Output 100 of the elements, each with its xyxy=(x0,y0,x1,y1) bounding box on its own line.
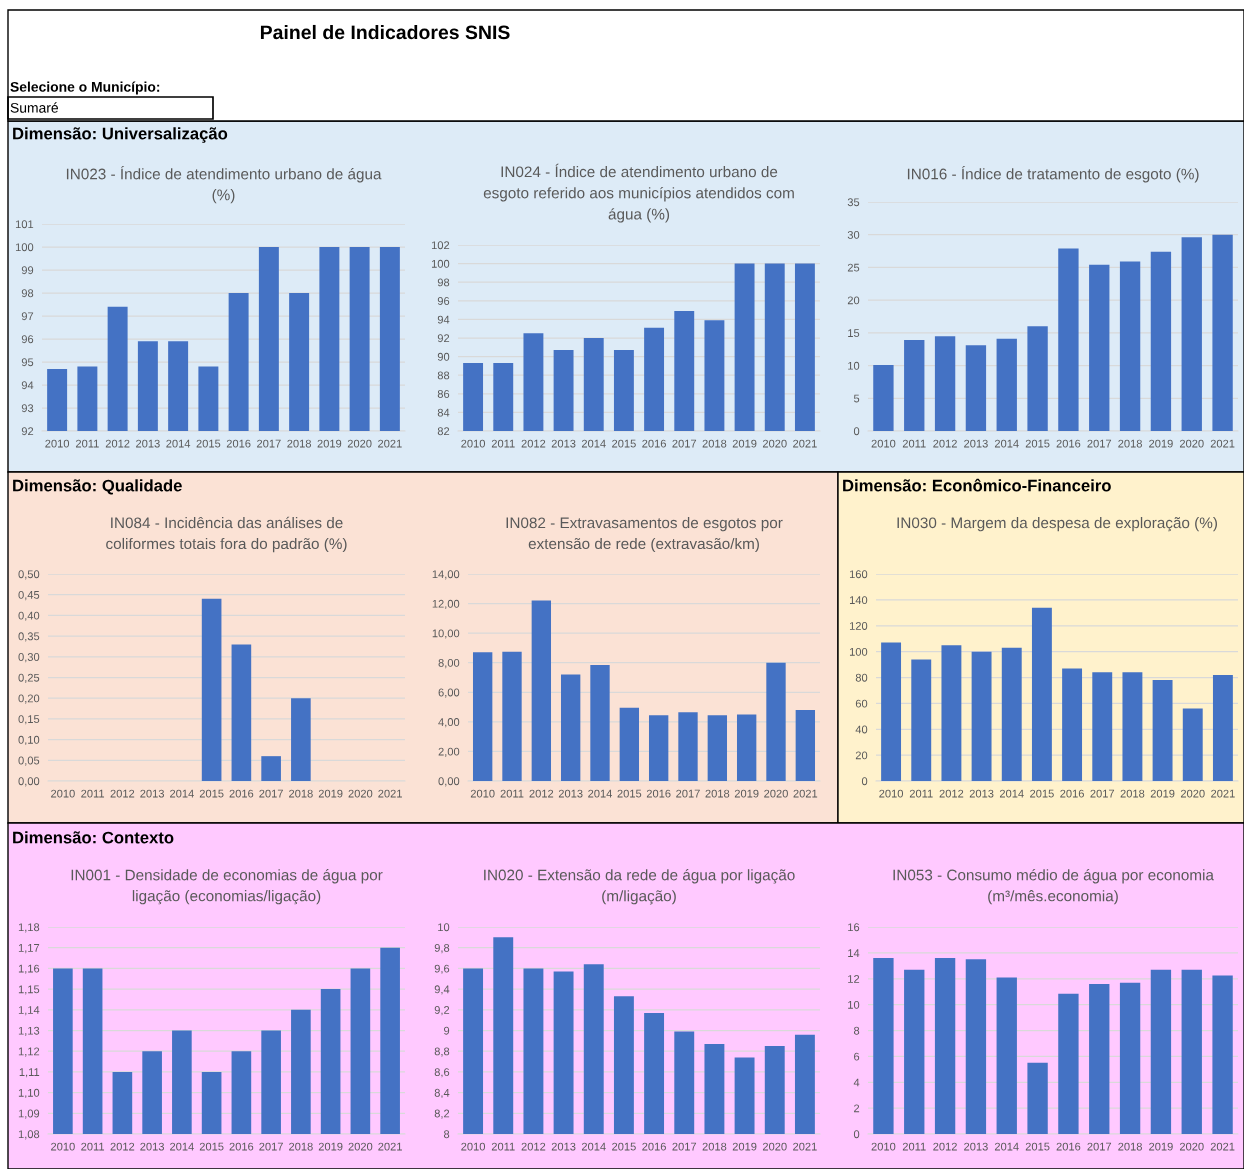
bar xyxy=(1001,647,1022,781)
y-tick-label: 98 xyxy=(21,289,34,298)
chart-title: IN001 - Densidade de economias de água por ligação (economias/ligação) xyxy=(71,869,383,905)
y-tick-label: 94 xyxy=(21,381,34,390)
y-tick-label: 93 xyxy=(21,404,34,413)
y-tick-label: 10,00 xyxy=(432,629,460,639)
x-tick-label: 2016 xyxy=(1056,1142,1081,1151)
x-tick-label: 2014 xyxy=(994,439,1019,448)
x-tick-label: 2016 xyxy=(229,1142,254,1151)
y-tick-label: 20 xyxy=(855,751,868,760)
bar xyxy=(965,345,987,431)
y-tick-label: 10 xyxy=(438,923,450,932)
x-tick-label: 2013 xyxy=(551,1142,576,1151)
x-tick-label: 2011 xyxy=(500,789,524,798)
y-tick-label: 1,12 xyxy=(18,1047,40,1057)
bar xyxy=(736,714,757,781)
x-tick-label: 2010 xyxy=(470,789,495,798)
x-tick-label: 2010 xyxy=(461,439,486,448)
bar xyxy=(996,338,1017,431)
y-tick-label: 1,11 xyxy=(19,1068,40,1078)
bar xyxy=(1212,234,1233,431)
x-tick-label: 2015 xyxy=(1025,439,1050,448)
y-tick-label: 8,8 xyxy=(434,1047,450,1057)
y-tick-label: 2 xyxy=(854,1104,860,1113)
y-tick-label: 1,08 xyxy=(18,1130,40,1140)
y-tick-label: 8,00 xyxy=(438,658,460,669)
x-tick-label: 2020 xyxy=(348,1142,373,1151)
x-tick-label: 2020 xyxy=(762,439,787,448)
x-tick-label: 2010 xyxy=(461,1142,486,1151)
x-tick-label: 2012 xyxy=(105,439,130,448)
x-tick-label: 2021 xyxy=(793,1142,817,1151)
y-tick-label: 0,50 xyxy=(18,570,40,580)
bar xyxy=(941,645,962,781)
bar xyxy=(648,715,669,781)
chart-title: IN053 - Consumo médio de água por economia (m³/mês.economia) xyxy=(893,869,1214,905)
x-tick-label: 2012 xyxy=(521,1142,546,1151)
x-tick-label: 2011 xyxy=(81,1142,105,1151)
x-tick-label: 2018 xyxy=(1120,789,1145,798)
y-tick-label: 1,13 xyxy=(18,1026,40,1036)
x-tick-label: 2018 xyxy=(1118,1142,1142,1151)
y-tick-label: 0,25 xyxy=(18,673,40,683)
y-tick-label: 8 xyxy=(853,1026,860,1035)
y-tick-label: 40 xyxy=(855,725,868,734)
bar xyxy=(560,674,581,781)
bar xyxy=(1119,982,1141,1134)
y-tick-label: 101 xyxy=(15,220,34,229)
chart-title: IN024 - Índice de atendimento urbano de esgoto referido aos municípios atendidos com água (%) xyxy=(483,163,794,223)
x-tick-label: 2018 xyxy=(702,439,727,448)
y-tick-label: 92 xyxy=(21,427,34,436)
y-tick-label: 98 xyxy=(437,278,450,287)
x-tick-label: 2010 xyxy=(871,1142,896,1151)
text: Dimensão: Econômico-Financeiro xyxy=(843,478,1111,492)
chart-title: IN084 - Incidência das análises de coliformes totais fora do padrão (%) xyxy=(106,516,347,553)
bar xyxy=(1181,237,1202,431)
y-tick-label: 97 xyxy=(21,312,34,321)
y-tick-label: 96 xyxy=(437,297,450,305)
chart-title: IN023 - Índice de atendimento urbano de água (%) xyxy=(66,166,382,204)
x-tick-label: 2012 xyxy=(933,1142,957,1151)
x-tick-label: 2021 xyxy=(1211,789,1235,798)
y-tick-label: 6,00 xyxy=(438,688,460,698)
chart-title: IN020 - Extensão da rede de água por ligação (m/ligação) xyxy=(484,869,795,905)
x-tick-label: 2014 xyxy=(999,789,1024,798)
x-tick-label: 2020 xyxy=(762,1142,787,1151)
y-tick-label: 8,2 xyxy=(434,1109,450,1119)
x-tick-label: 2017 xyxy=(259,789,283,798)
bar xyxy=(707,715,728,781)
bar xyxy=(1062,668,1083,781)
x-tick-label: 2012 xyxy=(110,1142,135,1151)
y-tick-label: 2,00 xyxy=(438,747,460,757)
x-tick-label: 2017 xyxy=(259,1142,283,1151)
bar xyxy=(291,698,311,781)
bar xyxy=(934,958,956,1134)
y-tick-label: 9 xyxy=(444,1026,450,1035)
bar xyxy=(1119,261,1141,431)
y-tick-label: 0,00 xyxy=(438,777,460,787)
y-tick-label: 1,14 xyxy=(18,1006,40,1016)
bar xyxy=(1089,983,1110,1134)
x-tick-label: 2020 xyxy=(1179,1142,1204,1151)
x-tick-label: 2012 xyxy=(110,789,135,798)
bar xyxy=(1150,251,1172,431)
x-tick-label: 2013 xyxy=(558,789,583,798)
bar xyxy=(1122,672,1143,781)
x-tick-label: 2021 xyxy=(378,439,402,448)
y-tick-label: 0,35 xyxy=(18,632,40,642)
bar xyxy=(201,598,222,781)
x-tick-label: 2015 xyxy=(612,439,636,448)
y-tick-label: 100 xyxy=(849,647,868,656)
x-tick-label: 2013 xyxy=(969,789,994,798)
bar xyxy=(1058,248,1079,431)
y-tick-label: 4 xyxy=(853,1078,860,1087)
x-tick-label: 2020 xyxy=(764,789,788,798)
text: Selecione o Município: xyxy=(10,81,160,95)
chart-title: IN030 - Margem da despesa de exploração (%) xyxy=(897,517,1217,532)
y-tick-label: 60 xyxy=(855,699,868,708)
x-tick-label: 2017 xyxy=(672,1142,697,1151)
y-tick-label: 86 xyxy=(437,390,450,398)
x-tick-label: 2016 xyxy=(1060,789,1084,798)
x-tick-label: 2014 xyxy=(170,1142,194,1151)
x-tick-label: 2011 xyxy=(902,439,926,448)
y-tick-label: 10 xyxy=(848,1000,860,1009)
